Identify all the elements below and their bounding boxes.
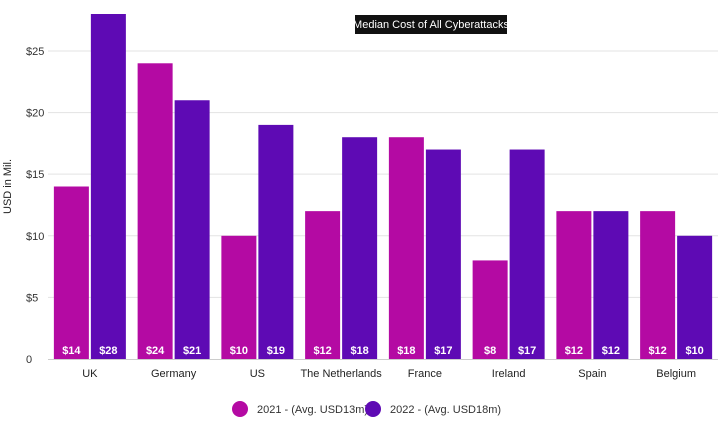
chart-title-background	[355, 15, 507, 34]
x-tick-label: UK	[82, 368, 98, 380]
y-tick-label: $5	[26, 292, 38, 304]
bar[interactable]	[677, 235, 713, 359]
x-tick-label: Germany	[151, 368, 197, 380]
legend-swatch[interactable]	[232, 401, 248, 417]
legend-label[interactable]: 2022 - (Avg. USD18m)	[390, 404, 501, 416]
chart-title: Median Cost of All Cyberattacks	[353, 15, 509, 34]
bar[interactable]	[342, 137, 378, 359]
y-axis-label: USD in Mil.	[2, 159, 14, 214]
x-tick-label: The Netherlands	[300, 368, 382, 380]
bar-value-label: $17	[434, 345, 452, 357]
bar-value-label: $12	[565, 345, 583, 357]
bar[interactable]	[425, 149, 461, 359]
y-axis-ticks: 0 $5 $10 $15 $20 $25	[26, 46, 44, 366]
bar-value-label: $19	[267, 345, 285, 357]
bar-value-label: $12	[313, 345, 331, 357]
bar[interactable]	[509, 149, 545, 359]
bar-value-label: $10	[685, 345, 703, 357]
bar-value-label: $12	[648, 345, 666, 357]
legend-swatch[interactable]	[365, 401, 381, 417]
bar-value-label: $24	[146, 345, 165, 357]
bar[interactable]	[258, 124, 294, 360]
bars: $14 $28 $24 $21 $10 $19 $12 $18 $18 $17 $8 $17 $12 $1…	[53, 14, 713, 360]
legend-label[interactable]: 2021 - (Avg. USD13m)	[257, 404, 368, 416]
bar-value-label: $18	[350, 345, 368, 357]
bar[interactable]	[593, 211, 629, 359]
bar-value-label: $10	[230, 345, 248, 357]
bar[interactable]	[472, 260, 508, 359]
x-axis-categories: UK Germany US The Netherlands France Ireland S…	[82, 368, 696, 380]
bar-value-label: $17	[518, 345, 536, 357]
y-tick-label: $15	[26, 169, 44, 181]
bar[interactable]	[90, 14, 126, 359]
x-tick-label: Belgium	[656, 368, 696, 380]
bar[interactable]	[53, 186, 89, 360]
legend: 2021 - (Avg. USD13m) 2022 - (Avg. USD18m)	[232, 401, 501, 417]
x-tick-label: Ireland	[492, 368, 526, 380]
x-tick-label: France	[408, 368, 442, 380]
bar[interactable]	[305, 211, 341, 359]
bar-value-label: $8	[484, 345, 496, 357]
bar-value-label: $21	[183, 345, 201, 357]
bar-value-label: $28	[99, 345, 117, 357]
bar[interactable]	[137, 63, 173, 360]
bar-value-label: $18	[397, 345, 415, 357]
y-tick-label: $10	[26, 231, 44, 243]
y-tick-label: 0	[26, 354, 32, 366]
y-tick-label: $25	[26, 46, 44, 58]
x-tick-label: US	[250, 368, 265, 380]
bar-value-label: $12	[602, 345, 620, 357]
bar[interactable]	[640, 211, 676, 359]
bar-value-label: $14	[62, 345, 81, 357]
bar[interactable]	[174, 100, 210, 359]
chart-title-text: Median Cost of All Cyberattacks	[353, 19, 509, 31]
bar[interactable]	[388, 137, 424, 359]
bar[interactable]	[221, 235, 257, 359]
x-tick-label: Spain	[578, 368, 606, 380]
bar[interactable]	[556, 211, 592, 359]
y-tick-label: $20	[26, 108, 44, 120]
